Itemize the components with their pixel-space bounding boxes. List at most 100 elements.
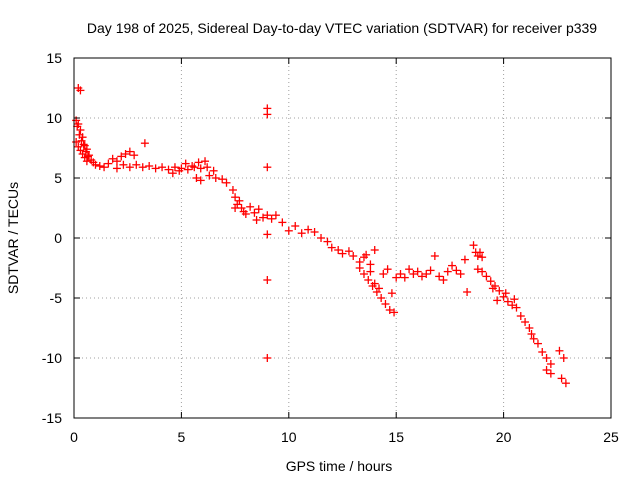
y-tick-label: 10 — [46, 110, 62, 126]
data-point — [183, 165, 192, 174]
x-tick-label: 0 — [70, 429, 78, 445]
data-point — [267, 214, 276, 223]
x-tick-labels: 0 5 10 15 20 25 — [70, 429, 619, 445]
data-point — [121, 150, 130, 158]
data-point — [132, 160, 141, 169]
chart-title: Day 198 of 2025, Sidereal Day-to-day VTE… — [87, 20, 597, 36]
data-point — [263, 211, 272, 220]
data-point — [228, 186, 237, 194]
data-point — [486, 277, 495, 286]
data-point — [218, 175, 227, 184]
data-point — [112, 157, 121, 166]
y-tick-label: 0 — [54, 230, 62, 246]
data-point — [222, 178, 231, 187]
data-point — [383, 265, 392, 274]
data-point — [463, 288, 472, 296]
data-point — [362, 250, 371, 259]
data-point — [456, 270, 465, 278]
data-point — [555, 346, 564, 355]
data-point — [76, 126, 85, 134]
y-tick-labels: 15 10 5 0 -5 -10 -15 — [42, 50, 62, 426]
data-point — [533, 339, 542, 348]
data-point — [72, 138, 81, 146]
data-point — [194, 158, 203, 167]
data-point — [263, 163, 272, 172]
x-tick-label: 5 — [178, 429, 186, 445]
data-point — [82, 157, 91, 166]
data-point — [561, 379, 570, 388]
data-point — [409, 270, 418, 278]
y-tick-label: -5 — [50, 290, 63, 306]
data-point — [377, 294, 386, 302]
axis-ticks — [73, 57, 612, 419]
data-point — [334, 246, 343, 254]
data-point — [516, 312, 525, 320]
data-point — [529, 334, 538, 343]
data-point — [364, 276, 373, 284]
data-point — [78, 133, 87, 142]
data-point — [370, 246, 379, 254]
data-point — [196, 176, 205, 185]
data-point — [435, 272, 444, 281]
data-point — [387, 289, 396, 298]
x-axis-label: GPS time / hours — [286, 458, 393, 474]
data-point — [510, 295, 519, 304]
data-point — [503, 297, 512, 306]
data-point — [271, 211, 280, 220]
data-point — [263, 230, 272, 239]
data-point — [359, 270, 368, 278]
data-point — [396, 270, 405, 278]
data-point — [417, 272, 426, 281]
data-point — [508, 301, 517, 310]
data-point — [473, 265, 482, 274]
data-point — [460, 255, 469, 264]
data-point — [117, 152, 126, 161]
data-point — [452, 266, 461, 275]
data-point — [259, 213, 268, 222]
data-point — [323, 237, 332, 246]
grid-lines — [74, 58, 611, 418]
data-point — [82, 145, 91, 154]
data-point — [119, 160, 128, 169]
data-point — [209, 166, 218, 175]
data-point — [501, 289, 510, 298]
data-point — [400, 273, 409, 282]
data-point — [317, 234, 326, 242]
data-point — [413, 267, 422, 276]
data-point — [246, 202, 255, 211]
y-tick-label: -10 — [42, 350, 62, 366]
data-point — [284, 226, 293, 235]
y-tick-label: 5 — [54, 170, 62, 186]
data-point — [85, 151, 94, 160]
data-point — [192, 174, 201, 182]
data-point — [241, 210, 250, 218]
data-point — [430, 252, 439, 260]
data-point — [392, 273, 401, 282]
x-tick-label: 20 — [496, 429, 512, 445]
data-point — [349, 252, 358, 260]
data-point — [263, 354, 272, 362]
data-point — [375, 284, 384, 293]
data-point — [390, 308, 399, 317]
data-point — [310, 228, 319, 236]
data-point — [263, 110, 272, 119]
data-point — [478, 267, 487, 276]
data-point — [448, 261, 457, 270]
data-point — [74, 120, 83, 128]
data-point — [140, 139, 149, 148]
y-tick-label: 15 — [46, 50, 62, 66]
data-point — [338, 249, 347, 258]
data-point — [164, 165, 173, 174]
data-point — [205, 171, 214, 180]
data-point — [263, 276, 272, 284]
data-point — [366, 260, 375, 269]
data-point — [405, 265, 414, 274]
data-point — [291, 222, 300, 230]
data-point — [366, 267, 375, 276]
data-point — [95, 162, 104, 170]
data-point — [443, 267, 452, 276]
data-point — [439, 276, 448, 284]
data-point — [482, 272, 491, 281]
